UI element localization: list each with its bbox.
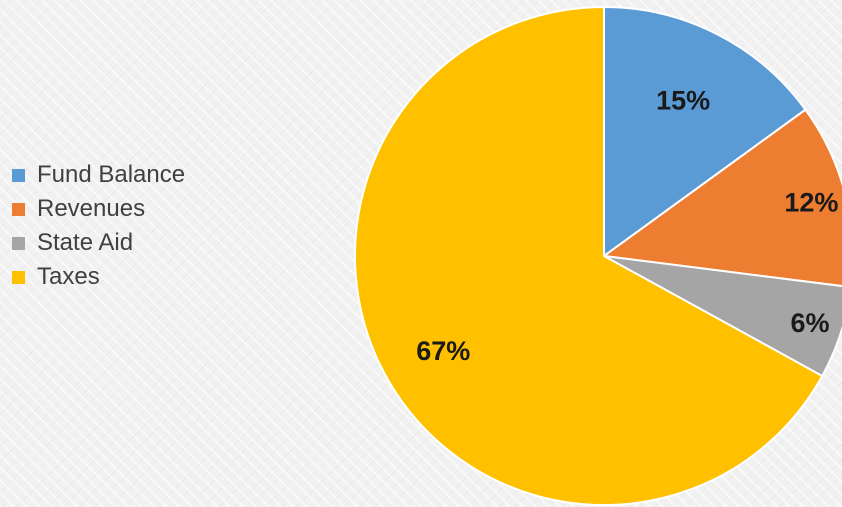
legend-swatch — [12, 168, 25, 182]
legend-label: State Aid — [37, 229, 134, 256]
pie-slice-fund-balance — [603, 6, 807, 257]
legend-item-fund-balance: Fund Balance — [12, 158, 185, 192]
legend-label: Revenues — [37, 195, 146, 222]
legend-swatch — [12, 202, 25, 216]
legend-item-state-aid: State Aid — [12, 226, 185, 260]
legend-item-revenues: Revenues — [12, 192, 185, 226]
legend-item-taxes: Taxes — [12, 260, 185, 294]
data-label-taxes: 67% — [416, 336, 470, 366]
pie-slice-revenues — [603, 108, 842, 288]
data-label-revenues: 12% — [784, 188, 838, 218]
pie-labels: 15% 12% 6% 67% — [416, 86, 838, 366]
data-label-state-aid: 6% — [791, 308, 830, 338]
legend-label: Fund Balance — [37, 161, 186, 188]
legend-swatch — [12, 270, 25, 284]
pie-slices — [354, 6, 842, 506]
pie-slice-taxes — [354, 6, 824, 506]
chart-legend: Fund Balance Revenues State Aid Taxes — [12, 158, 185, 294]
legend-label: Taxes — [37, 263, 100, 290]
data-label-fund-balance: 15% — [656, 86, 710, 116]
legend-swatch — [12, 236, 25, 250]
